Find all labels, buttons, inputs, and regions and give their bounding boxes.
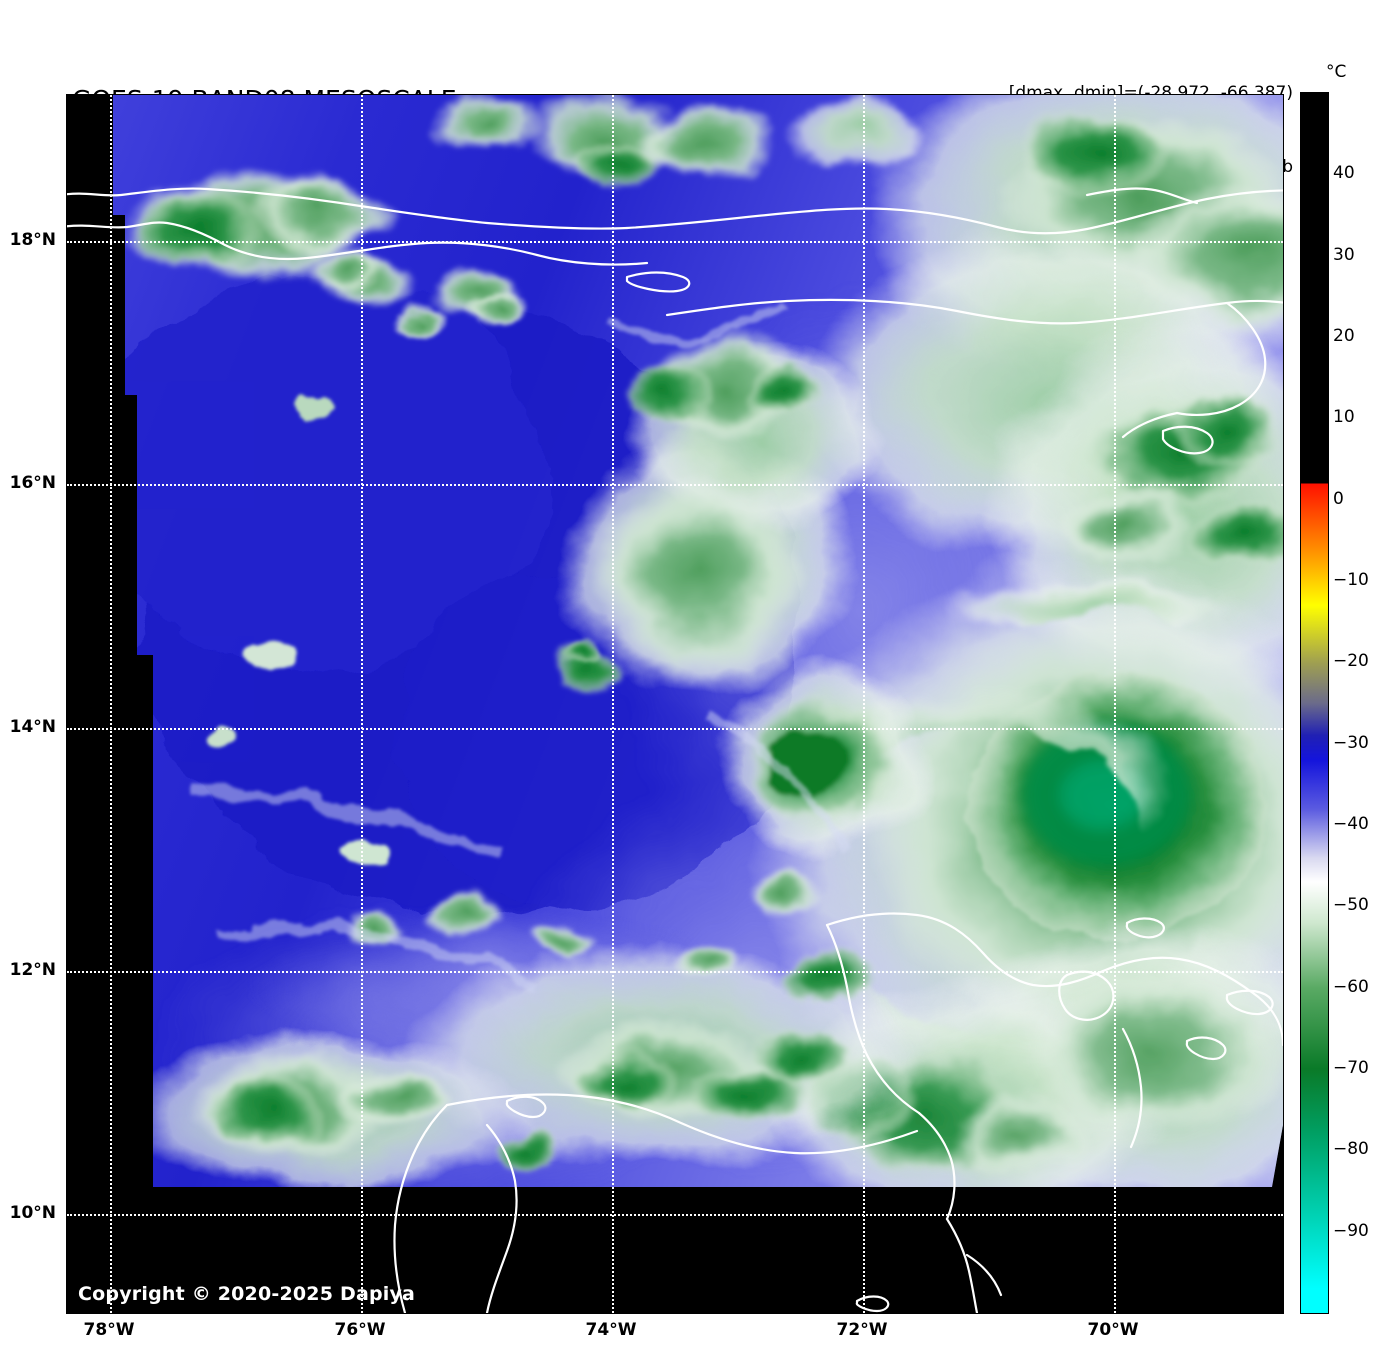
lat-tick-18n: 18°N [9,230,56,250]
colorbar-tick-20: 20 [1333,326,1355,346]
lon-tick-76w: 76°W [334,1320,386,1340]
lon-tick-72w: 72°W [836,1320,888,1340]
colorbar-tick-minus80: −80 [1333,1139,1369,1160]
colorbar-tick-minus20: −20 [1333,651,1369,672]
lon-tick-74w: 74°W [585,1320,637,1340]
lon-tick-78w: 78°W [83,1320,135,1340]
copyright-label: Copyright © 2020-2025 Dapiya [78,1283,416,1305]
colorbar-tick-minus60: −60 [1333,976,1369,997]
satellite-brightness-temperature-raster [67,95,1283,1313]
satellite-imagery [67,95,1283,1313]
colorbar-tick-40: 40 [1333,163,1355,184]
colorbar-tick-minus40: −40 [1333,814,1369,834]
lon-tick-70w: 70°W [1087,1320,1139,1340]
colorbar-tick-0: 0 [1333,488,1344,509]
map-plot-area [66,94,1284,1314]
colorbar-tick-minus30: −30 [1333,732,1369,753]
lat-tick-14n: 14°N [9,717,56,737]
latitude-axis: 18°N 16°N 14°N 12°N 10°N [0,0,64,1359]
coastlines [67,187,1283,1313]
colorbar-tick-minus10: −10 [1333,570,1369,590]
colorbar [1300,92,1329,1314]
colorbar-unit-label: °C [1326,62,1347,82]
colorbar-tick-10: 10 [1333,407,1355,428]
lat-tick-10n: 10°N [9,1203,56,1223]
colorbar-tick-minus70: −70 [1333,1058,1369,1078]
colorbar-tick-minus50: −50 [1333,895,1369,916]
lat-tick-12n: 12°N [9,960,56,980]
colorbar-tick-30: 30 [1333,244,1355,265]
colorbar-gradient [1301,93,1328,1313]
imagery-swath [113,95,1283,1187]
colorbar-tick-minus90: −90 [1333,1220,1369,1241]
lat-tick-16n: 16°N [9,473,56,493]
